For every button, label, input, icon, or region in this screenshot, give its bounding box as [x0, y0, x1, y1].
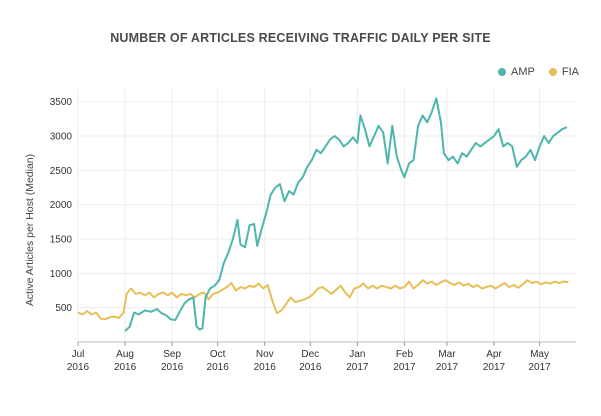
y-tick-label: 500 [55, 303, 72, 314]
x-tick-label-month: Feb [396, 349, 414, 360]
chart-title: NUMBER OF ARTICLES RECEIVING TRAFFIC DAI… [110, 31, 491, 45]
y-tick-label: 1000 [50, 269, 73, 280]
x-tick-label-month: Nov [256, 349, 274, 360]
legend: AMP FIA [498, 66, 579, 78]
x-tick-label-month: Aug [116, 349, 134, 360]
series-line-fia[interactable] [77, 279, 569, 321]
legend-swatch-amp [498, 68, 507, 76]
x-tick-label-year: 2017 [393, 362, 416, 373]
legend-item-amp[interactable]: AMP [498, 66, 535, 78]
x-tick-label-month: Jan [349, 349, 365, 360]
x-tick-label-month: Sep [163, 349, 181, 360]
x-tick-label-month: Jul [72, 349, 85, 360]
x-tick-label-year: 2017 [346, 362, 369, 373]
y-tick-label: 3500 [50, 97, 73, 108]
x-tick-label-year: 2016 [161, 362, 184, 373]
y-axis-label: Active Articles per Host (Median) [24, 154, 36, 306]
x-tick-label-month: Mar [438, 349, 456, 360]
legend-item-fia[interactable]: FIA [548, 66, 579, 78]
legend-swatch-fia [548, 68, 557, 76]
x-tick-label-month: Oct [210, 349, 226, 360]
legend-label-amp: AMP [511, 66, 535, 78]
x-tick-label-month: May [530, 349, 549, 360]
x-tick-label-month: Dec [301, 349, 319, 360]
y-tick-label: 1500 [50, 235, 73, 246]
x-tick-label-year: 2017 [528, 362, 551, 373]
x-axis-ticks: Jul 2016 Aug 2016 Sep 2016 Oct 2016 Nov 2016 Dec 20… [67, 342, 551, 373]
x-tick-label-month: Apr [486, 349, 502, 360]
x-tick-label-year: 2016 [254, 362, 277, 373]
x-tick-label-year: 2016 [67, 362, 90, 373]
y-tick-label: 3000 [50, 132, 73, 143]
gridlines [77, 88, 576, 343]
x-tick-label-year: 2017 [436, 362, 459, 373]
x-tick-label-year: 2016 [207, 362, 230, 373]
legend-label-fia: FIA [561, 66, 579, 78]
x-tick-label-year: 2016 [114, 362, 137, 373]
y-tick-label: 2000 [50, 200, 73, 211]
x-tick-label-year: 2017 [483, 362, 506, 373]
x-tick-label-year: 2016 [299, 362, 322, 373]
series-lines [77, 97, 569, 332]
series-line-amp[interactable] [124, 97, 568, 332]
y-axis-ticks: 500 1000 1500 2000 2500 3000 3500 [50, 97, 73, 314]
y-tick-label: 2500 [50, 166, 73, 177]
